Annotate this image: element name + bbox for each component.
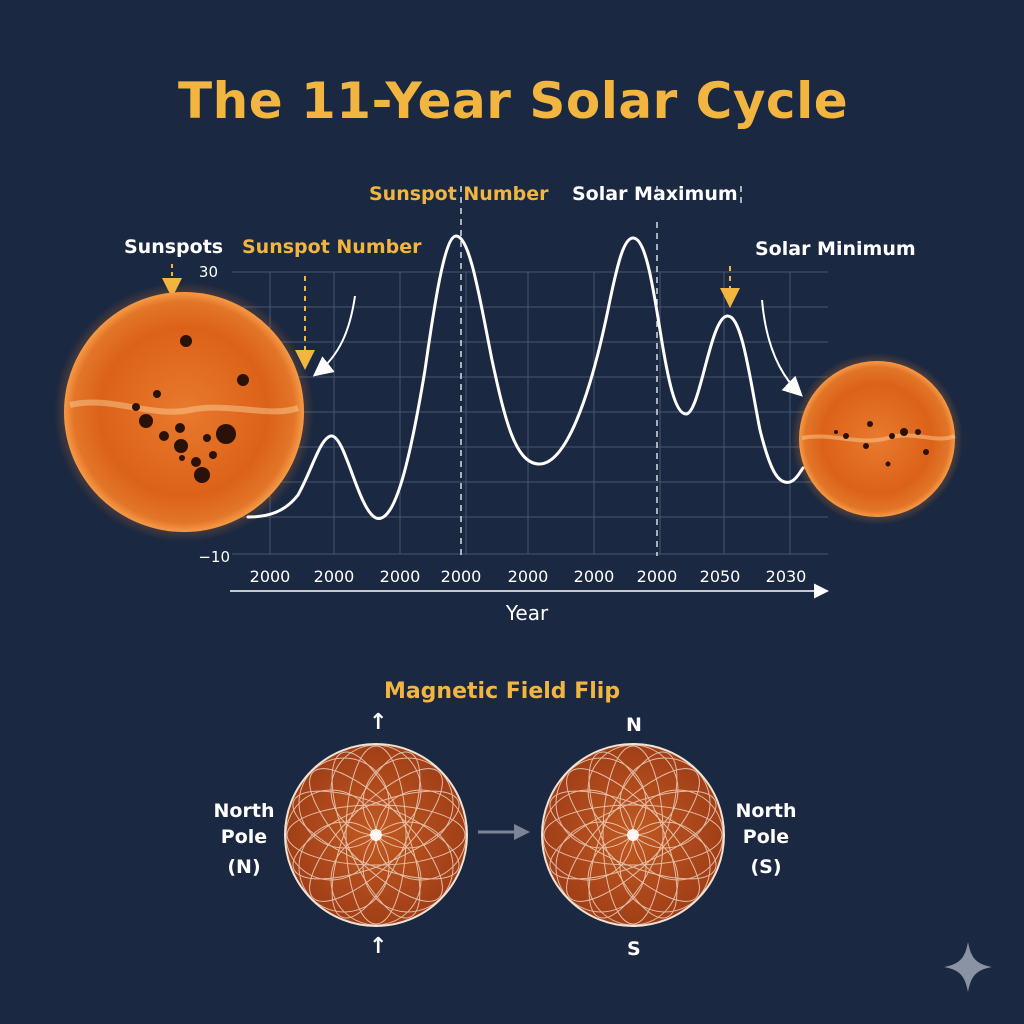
sunspot-number-label-left: Sunspot Number bbox=[242, 236, 422, 258]
solar-minimum-label: Solar Minimum bbox=[755, 238, 916, 260]
magnetic-disk-left bbox=[284, 743, 468, 927]
curved-arrow-right bbox=[761, 299, 803, 397]
sun-right bbox=[791, 353, 963, 525]
sunspot-group-small bbox=[834, 421, 929, 467]
arrow-right-icon bbox=[478, 824, 530, 840]
magnetic-title: Magnetic Field Flip bbox=[383, 679, 621, 704]
x-tick: 2000 bbox=[574, 567, 615, 586]
left-pole-line2: Pole bbox=[220, 826, 268, 848]
left-pole-line1: North bbox=[213, 800, 275, 822]
left-pole-label: North Pole (N) bbox=[200, 798, 288, 880]
x-axis-label: Year bbox=[505, 601, 549, 625]
x-tick: 2000 bbox=[637, 567, 678, 586]
sunspot-curve bbox=[246, 234, 805, 520]
x-tick: 2030 bbox=[766, 567, 807, 586]
right-pole-line2: Pole bbox=[742, 826, 790, 848]
four-point-star-icon bbox=[944, 942, 992, 992]
solar-maximum-label: Solar Maximum bbox=[572, 183, 738, 205]
y-tick-top: 30 bbox=[199, 263, 218, 281]
sunspot-number-label-top: Sunspot Number bbox=[369, 183, 549, 205]
x-tick: 2000 bbox=[314, 567, 355, 586]
page-title: The 11-Year Solar Cycle bbox=[178, 72, 849, 130]
magnetic-disk-right bbox=[541, 743, 725, 927]
left-top-arrow: ↑ bbox=[369, 710, 388, 735]
right-pole-line3: (S) bbox=[750, 856, 782, 878]
right-top-pole: N bbox=[626, 714, 642, 736]
x-tick: 2050 bbox=[700, 567, 741, 586]
sunspots-label: Sunspots bbox=[124, 236, 224, 258]
curved-arrow-left bbox=[312, 295, 356, 377]
x-tick: 2000 bbox=[250, 567, 291, 586]
x-tick: 2000 bbox=[508, 567, 549, 586]
left-pole-line3: (N) bbox=[227, 856, 261, 878]
sunspot-group bbox=[132, 335, 249, 483]
right-bottom-pole: S bbox=[627, 938, 641, 960]
sun-left bbox=[54, 282, 314, 542]
left-bottom-arrow: ↑ bbox=[369, 934, 388, 959]
y-tick-bottom: −10 bbox=[198, 548, 230, 566]
right-pole-label: North Pole (S) bbox=[722, 798, 810, 880]
x-tick: 2000 bbox=[441, 567, 482, 586]
right-pole-line1: North bbox=[735, 800, 797, 822]
chart-grid bbox=[232, 271, 828, 555]
x-tick-labels: 2000 2000 2000 2000 2000 2000 2000 2050 … bbox=[250, 567, 807, 586]
x-tick: 2000 bbox=[380, 567, 421, 586]
